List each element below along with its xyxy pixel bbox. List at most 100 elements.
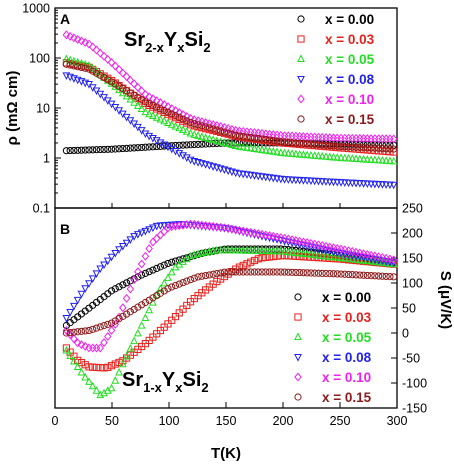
panel-b-point-series-5 — [265, 268, 274, 276]
panel-a-ytick-label: 100 — [29, 52, 50, 66]
panel-a-point-series-5 — [149, 101, 157, 109]
panel-b-point-series-5 — [122, 310, 131, 318]
panel-a-point-series-2 — [352, 154, 360, 162]
panel-a-point-series-2 — [382, 156, 391, 164]
panel-b-point-series-4 — [145, 244, 153, 254]
panel-b-point-series-5 — [138, 301, 146, 309]
panel-a-point-series-2 — [186, 128, 195, 137]
panel-b-point-series-5 — [273, 268, 281, 276]
panel-b-point-series-0 — [111, 285, 119, 293]
panel-a-point-series-0 — [100, 145, 108, 154]
panel-b-point-series-1 — [111, 360, 119, 368]
panel-b-point-series-1 — [213, 277, 221, 286]
panel-a-point-series-2 — [284, 149, 293, 157]
panel-b-ylabel: S (μV/K) — [437, 271, 454, 329]
panel-b-point-series-1 — [239, 261, 247, 270]
panel-a-point-series-5 — [171, 112, 180, 120]
panel-a-point-series-2 — [228, 140, 236, 148]
panel-b-point-series-2 — [318, 251, 327, 259]
panel-a-point-series-3 — [352, 179, 360, 188]
panel-a-point-series-5 — [284, 138, 292, 146]
panel-b-point-series-1 — [235, 263, 244, 271]
panel-b-point-series-0 — [122, 279, 131, 287]
panel-a-point-series-4 — [73, 34, 82, 44]
panel-a-point-series-5 — [232, 131, 240, 139]
panel-a-legend-label: x = 0.05 — [325, 52, 375, 67]
panel-a-point-series-5 — [239, 132, 247, 141]
panel-a-point-series-5 — [265, 136, 274, 144]
panel-b-ytick-label: 150 — [402, 252, 423, 266]
panel-b-point-series-5 — [344, 270, 353, 279]
panel-b-point-series-1 — [269, 252, 277, 261]
panel-b-point-series-5 — [243, 268, 251, 276]
panel-a-point-series-5 — [292, 139, 300, 147]
panel-b-point-series-5 — [168, 283, 176, 291]
panel-b-point-series-2 — [378, 258, 387, 266]
panel-b-ytick-label: 50 — [402, 302, 416, 316]
panel-b-point-series-2 — [269, 246, 278, 255]
panel-a-point-series-2 — [107, 79, 116, 87]
panel-b-ytick-label: 200 — [402, 227, 423, 241]
panel-b-point-series-5 — [378, 272, 387, 280]
panel-b-point-series-3 — [100, 261, 108, 270]
panel-a-point-series-5 — [138, 96, 146, 104]
panel-a-point-series-5 — [220, 128, 229, 136]
panel-a-point-series-5 — [359, 144, 368, 152]
panel-a-point-series-3 — [355, 180, 364, 188]
panel-a-point-series-5 — [314, 141, 323, 149]
panel-b-point-series-4 — [389, 255, 398, 265]
panel-a-point-series-2 — [216, 137, 225, 145]
panel-a-point-series-4 — [81, 37, 89, 47]
panel-a-point-series-4 — [62, 30, 71, 40]
panel-b-point-series-5 — [367, 272, 375, 280]
panel-a-point-series-4 — [134, 82, 142, 92]
panel-a-point-series-4 — [107, 57, 116, 67]
panel-a-point-series-5 — [119, 84, 127, 93]
panel-b-point-series-2 — [145, 305, 154, 314]
panel-b-point-series-1 — [288, 252, 296, 260]
panel-a-point-series-0 — [81, 146, 89, 154]
panel-b-point-series-1 — [175, 309, 183, 317]
panel-b-point-series-3 — [137, 229, 146, 238]
panel-a-point-series-2 — [209, 135, 218, 143]
panel-b-point-series-5 — [164, 285, 172, 293]
panel-a-legend-label: x = 0.00 — [325, 12, 374, 27]
panel-a-point-series-1 — [156, 107, 165, 115]
panel-b-point-series-2 — [115, 367, 123, 376]
panel-b-point-series-3 — [149, 224, 157, 233]
panel-a-point-series-2 — [307, 150, 315, 159]
panel-b-point-series-5 — [220, 268, 229, 276]
panel-b-point-series-5 — [81, 327, 89, 335]
panel-b-point-series-5 — [224, 268, 232, 276]
panel-a-point-series-5 — [280, 138, 289, 146]
panel-b-point-series-3 — [130, 233, 139, 241]
panel-a-point-series-2 — [363, 155, 372, 163]
panel-a-point-series-5 — [367, 144, 375, 152]
panel-b-point-series-4 — [152, 234, 161, 243]
panel-b-point-series-1 — [352, 256, 360, 265]
panel-b-point-series-3 — [77, 290, 86, 299]
panel-a-point-series-2 — [164, 118, 172, 127]
panel-b-point-series-5 — [262, 268, 270, 276]
panel-a-point-series-0 — [85, 146, 93, 154]
panel-a-point-series-2 — [340, 153, 349, 162]
panel-b-point-series-1 — [104, 363, 112, 371]
panel-a-point-series-5 — [70, 62, 78, 70]
panel-b-point-series-2 — [367, 256, 376, 265]
panel-b-point-series-5 — [359, 271, 368, 279]
panel-b-point-series-0 — [153, 264, 161, 272]
panel-b-point-series-2 — [137, 321, 146, 329]
panel-a-point-series-0 — [141, 143, 150, 151]
panel-a-point-series-3 — [370, 180, 379, 189]
panel-b-point-series-0 — [107, 287, 116, 295]
panel-a-letter: A — [60, 11, 70, 27]
panel-a-point-series-5 — [134, 93, 142, 101]
panel-a-point-series-2 — [291, 149, 300, 158]
panel-a-ylabel: ρ (mΩ cm) — [4, 71, 21, 146]
panel-a-point-series-3 — [386, 181, 394, 190]
panel-b-point-series-4 — [167, 222, 176, 232]
panel-b-point-series-1 — [277, 252, 285, 260]
panel-a-point-series-5 — [269, 136, 277, 145]
panel-b-point-series-5 — [318, 269, 326, 277]
panel-a-point-series-5 — [356, 143, 364, 152]
